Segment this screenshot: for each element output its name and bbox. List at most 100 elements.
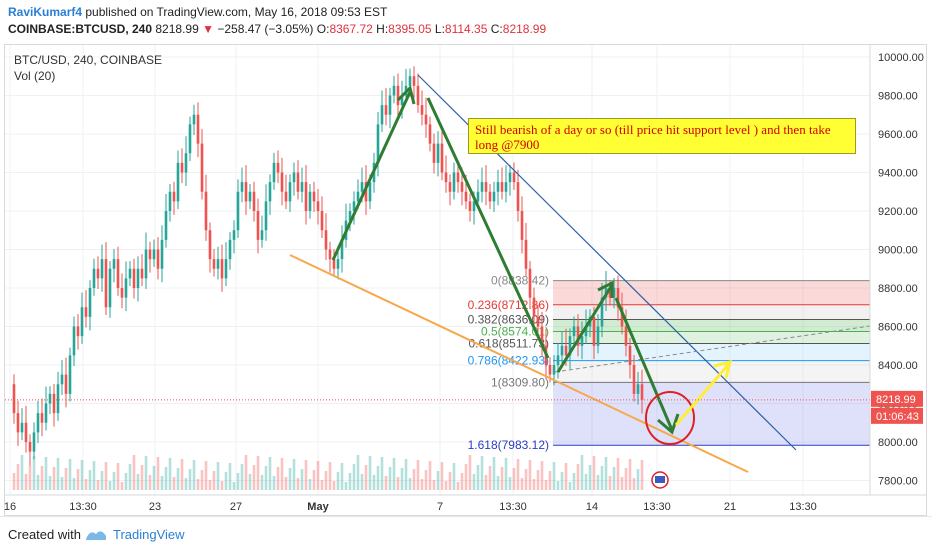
volume-bar xyxy=(544,480,548,490)
candle-body xyxy=(24,422,28,442)
volume-bar xyxy=(396,477,400,490)
volume-bar xyxy=(148,475,152,490)
volume-bar xyxy=(540,461,544,490)
candle-body xyxy=(556,355,560,365)
volume-bar xyxy=(592,456,596,490)
high-value: 8395.05 xyxy=(388,22,432,36)
candle-body xyxy=(520,211,524,240)
candle-body xyxy=(60,374,64,385)
fib-zone xyxy=(553,360,870,383)
volume-indicator-label[interactable]: Vol (20) xyxy=(14,69,56,83)
candle-body xyxy=(284,191,288,202)
volume-bar xyxy=(344,482,348,490)
candle-body xyxy=(108,268,112,308)
volume-bar xyxy=(40,466,44,490)
candle-body xyxy=(104,259,108,308)
close-value: 8218.99 xyxy=(502,22,547,36)
candle-body xyxy=(220,259,224,279)
volume-bars xyxy=(12,455,644,490)
fib-level-label: 0.5(8574.01) xyxy=(481,325,549,339)
candle-body xyxy=(116,259,120,288)
candle-body xyxy=(356,191,360,202)
volume-bar xyxy=(128,464,132,490)
close-label: C: xyxy=(490,22,503,36)
candle-body xyxy=(84,307,88,317)
candle-body xyxy=(12,384,16,414)
volume-bar xyxy=(400,468,404,490)
volume-bar xyxy=(552,462,556,490)
candle-body xyxy=(624,326,628,346)
volume-bar xyxy=(212,471,216,490)
volume-bar xyxy=(516,459,520,490)
volume-bar xyxy=(112,472,116,490)
volume-bar xyxy=(536,470,540,490)
volume-bar xyxy=(64,468,68,490)
x-tick-label: 23 xyxy=(149,501,161,513)
annotation-note[interactable]: Still bearish of a day or so (till price… xyxy=(468,118,856,154)
candle-body xyxy=(156,249,160,269)
y-tick-label: 7800.00 xyxy=(878,476,918,488)
candle-body xyxy=(364,182,368,202)
green-arrow-up-1 xyxy=(331,91,412,261)
y-tick-label: 8400.00 xyxy=(878,360,918,372)
volume-bar xyxy=(188,469,192,490)
candle-body xyxy=(112,259,116,269)
volume-bar xyxy=(352,464,356,490)
volume-bar xyxy=(48,476,52,490)
price-chart[interactable]: 0(8838.42)0.236(8712.86)0.382(8636.09)0.… xyxy=(0,0,932,516)
symbol-label[interactable]: COINBASE:BTCUSD, 240 xyxy=(8,22,153,36)
candle-body xyxy=(492,191,496,202)
candle-body xyxy=(244,182,248,202)
volume-bar xyxy=(184,478,188,490)
candle-body xyxy=(208,230,212,260)
candle-body xyxy=(260,230,264,240)
volume-bar xyxy=(28,465,32,490)
volume-bar xyxy=(584,474,588,490)
volume-bar xyxy=(416,460,420,490)
candle-body xyxy=(120,288,124,298)
volume-bar xyxy=(200,470,204,490)
volume-bar xyxy=(120,482,124,490)
author-link[interactable]: RaviKumarf4 xyxy=(8,5,83,19)
fib-level-label: 0(8838.42) xyxy=(491,274,549,288)
volume-bar xyxy=(108,481,112,490)
x-tick-label: 13:30 xyxy=(69,501,97,513)
candle-body xyxy=(188,124,192,154)
chart-frame[interactable] xyxy=(4,44,927,516)
volume-bar xyxy=(132,455,136,490)
volume-bar xyxy=(60,477,64,490)
low-label: L: xyxy=(434,22,445,36)
candle-body xyxy=(360,182,364,192)
candle-body xyxy=(388,95,392,115)
candle-body xyxy=(560,345,564,356)
candle-body xyxy=(632,365,636,394)
volume-bar xyxy=(564,463,568,490)
candle-body xyxy=(376,124,380,163)
volume-bar xyxy=(572,473,576,490)
y-tick-label: 9800.00 xyxy=(878,91,918,103)
candle-body xyxy=(536,316,540,327)
candle-body xyxy=(308,191,312,211)
fib-level-label: 0.786(8422.93) xyxy=(468,354,549,368)
volume-bar xyxy=(348,473,352,490)
candlesticks xyxy=(12,66,644,466)
candle-body xyxy=(568,336,572,356)
candle-body xyxy=(572,326,576,337)
volume-bar xyxy=(472,474,476,490)
candle-body xyxy=(176,162,180,202)
volume-bar xyxy=(44,457,48,490)
tradingview-link[interactable]: TradingView xyxy=(113,527,185,542)
volume-bar xyxy=(12,473,16,490)
y-tick-label: 8000.00 xyxy=(878,437,918,449)
candle-body xyxy=(420,105,424,115)
fib-zone xyxy=(553,319,870,332)
volume-bar xyxy=(588,465,592,490)
volume-bar xyxy=(244,455,248,490)
candle-body xyxy=(316,201,320,211)
candle-body xyxy=(80,307,84,337)
candle-body xyxy=(88,288,92,317)
candle-body xyxy=(184,153,188,173)
volume-bar xyxy=(328,462,332,490)
candle-body xyxy=(600,297,604,327)
chart-header: RaviKumarf4 published on TradingView.com… xyxy=(0,0,932,40)
